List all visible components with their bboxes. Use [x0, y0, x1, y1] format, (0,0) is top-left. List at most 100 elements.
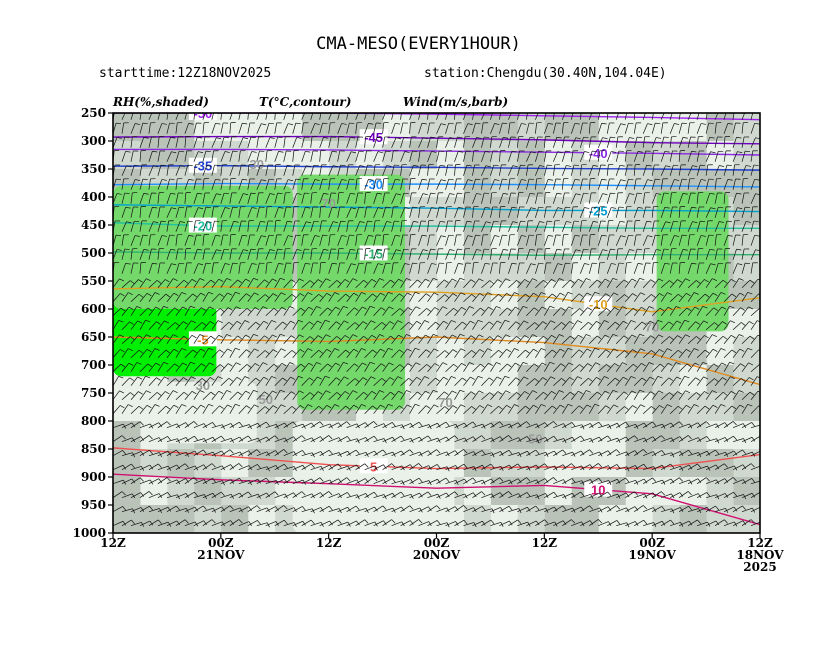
- wind-barb-flag: [641, 306, 646, 311]
- wind-barb-flag: [752, 507, 756, 513]
- wind-barb: [400, 423, 411, 429]
- wind-barb: [247, 404, 255, 414]
- wind-barb-flag: [146, 390, 151, 394]
- wind-barb: [526, 220, 529, 232]
- wind-barb-flag: [739, 348, 745, 352]
- wind-barb: [427, 113, 429, 120]
- wind-barb: [678, 206, 681, 218]
- wind-barb: [714, 151, 719, 162]
- wind-barb-flag: [562, 505, 567, 510]
- wind-barb-flag: [742, 520, 747, 525]
- wind-barb: [409, 292, 416, 302]
- wind-barb: [571, 320, 578, 330]
- wind-barb-flag: [572, 493, 576, 498]
- wind-barb: [337, 113, 340, 120]
- temp-contour-label-bg: [584, 202, 613, 218]
- wind-barb-flag: [736, 136, 742, 139]
- wind-barb-flag: [590, 479, 594, 484]
- wind-barb: [121, 321, 130, 330]
- wind-barb-flag: [559, 334, 565, 337]
- wind-barb: [651, 405, 660, 414]
- wind-barb-flag: [463, 505, 468, 510]
- wind-barb-flag: [201, 363, 206, 367]
- wind-barb-flag: [446, 522, 450, 528]
- wind-barb: [571, 293, 580, 302]
- wind-barb-flag: [224, 263, 230, 265]
- wind-barb: [606, 334, 614, 344]
- wind-barb: [705, 449, 716, 457]
- wind-barb-flag: [431, 207, 437, 209]
- wind-barb-flag: [211, 519, 216, 524]
- wind-barb-flag: [373, 477, 378, 482]
- wind-barb-flag: [525, 405, 530, 410]
- wind-barb: [229, 292, 236, 302]
- wind-barb-flag: [698, 452, 702, 458]
- wind-barb: [148, 452, 160, 457]
- wind-barb: [418, 364, 427, 372]
- wind-barb: [274, 263, 279, 274]
- wind-barb-flag: [126, 165, 132, 168]
- wind-barb: [588, 192, 592, 204]
- wind-barb: [121, 348, 129, 358]
- wind-barb: [472, 113, 475, 120]
- wind-barb-flag: [722, 321, 727, 325]
- wind-barb: [355, 192, 359, 204]
- wind-barb: [561, 248, 565, 260]
- wind-barb-flag: [239, 421, 243, 427]
- wind-barb-flag: [325, 375, 330, 379]
- wind-barb: [238, 164, 242, 176]
- wind-barb-flag: [470, 391, 476, 395]
- wind-barb: [669, 221, 674, 232]
- wind-barb: [472, 220, 475, 232]
- wind-barb: [508, 136, 512, 148]
- wind-barb: [355, 151, 360, 162]
- wind-barb-flag: [341, 179, 347, 181]
- wind-barb: [148, 234, 151, 246]
- wind-barb: [723, 320, 731, 330]
- wind-barb-flag: [199, 278, 205, 281]
- wind-barb-flag: [256, 505, 261, 510]
- wind-barb: [148, 377, 157, 386]
- wind-barb-flag: [359, 221, 365, 223]
- wind-barb: [732, 151, 738, 162]
- wind-barb-flag: [568, 306, 574, 310]
- wind-barb-flag: [372, 293, 377, 298]
- wind-barb-flag: [382, 505, 387, 510]
- wind-barb: [571, 390, 579, 400]
- wind-barb-flag: [275, 424, 279, 429]
- wind-barb-flag: [174, 363, 179, 367]
- x-tick-date: 20NOV: [413, 548, 461, 562]
- wind-barb: [571, 424, 582, 429]
- wind-barb: [741, 279, 751, 288]
- wind-barb-flag: [380, 404, 385, 408]
- wind-barb: [445, 220, 449, 232]
- wind-barb: [759, 301, 760, 302]
- temp-contour-line: [113, 164, 760, 171]
- wind-barb-flag: [228, 377, 234, 382]
- rh-shade-cell: [463, 309, 491, 338]
- wind-barb: [705, 193, 710, 204]
- wind-barb-flag: [266, 507, 270, 513]
- wind-barb: [238, 308, 248, 316]
- wind-barb-flag: [673, 220, 679, 223]
- wind-barb: [642, 350, 652, 358]
- wind-barb-flag: [257, 479, 261, 484]
- wind-barb: [274, 449, 284, 457]
- wind-barb-flag: [428, 450, 432, 455]
- wind-barb-flag: [140, 451, 145, 456]
- wind-barb-flag: [518, 508, 522, 514]
- wind-barb: [741, 178, 744, 190]
- wind-barb: [310, 123, 316, 134]
- wind-barb: [238, 521, 250, 527]
- wind-barb: [723, 123, 729, 134]
- wind-barb-flag: [478, 334, 484, 338]
- wind-barb: [490, 192, 493, 204]
- wind-barb-flag: [668, 377, 674, 381]
- wind-barb: [265, 278, 273, 288]
- wind-barb: [166, 464, 177, 471]
- wind-barb: [481, 508, 493, 513]
- wind-barb-flag: [345, 405, 350, 410]
- wind-barb-flag: [624, 294, 629, 298]
- wind-barb-flag: [122, 450, 127, 455]
- wind-barb-flag: [318, 349, 323, 354]
